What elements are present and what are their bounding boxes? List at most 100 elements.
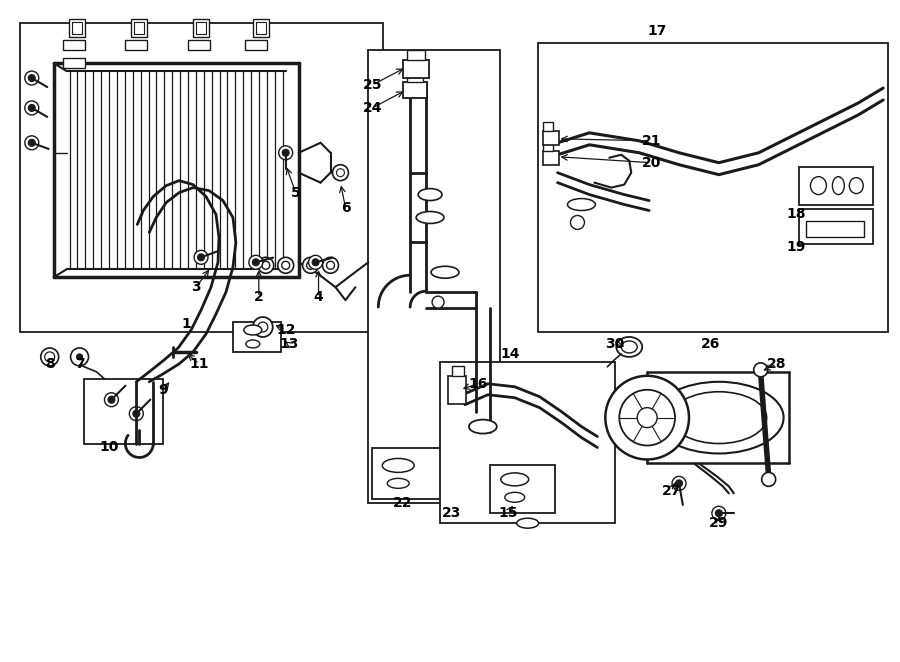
Text: 9: 9 bbox=[158, 383, 168, 397]
Circle shape bbox=[253, 317, 273, 337]
Bar bbox=[543, 151, 559, 165]
Text: 14: 14 bbox=[500, 347, 519, 361]
Circle shape bbox=[672, 477, 686, 491]
Ellipse shape bbox=[654, 382, 784, 453]
Text: 10: 10 bbox=[100, 440, 119, 453]
Bar bbox=[407, 72, 423, 82]
Bar bbox=[233, 322, 281, 352]
Ellipse shape bbox=[811, 177, 826, 195]
Bar bbox=[543, 142, 553, 151]
Text: 15: 15 bbox=[498, 506, 518, 520]
Bar bbox=[68, 19, 85, 37]
Circle shape bbox=[198, 254, 204, 261]
Bar bbox=[543, 131, 559, 145]
Bar bbox=[368, 50, 500, 503]
Text: 20: 20 bbox=[642, 156, 661, 169]
Circle shape bbox=[25, 136, 39, 150]
Ellipse shape bbox=[832, 177, 844, 195]
Circle shape bbox=[278, 258, 293, 273]
Ellipse shape bbox=[568, 199, 596, 211]
Text: 16: 16 bbox=[468, 377, 488, 391]
Circle shape bbox=[283, 149, 289, 156]
Circle shape bbox=[262, 261, 270, 269]
Bar bbox=[134, 23, 144, 34]
Circle shape bbox=[76, 354, 83, 360]
Ellipse shape bbox=[387, 479, 410, 489]
Circle shape bbox=[332, 165, 348, 181]
Text: 13: 13 bbox=[279, 337, 299, 351]
Bar bbox=[253, 19, 269, 37]
Bar bbox=[373, 448, 446, 499]
Bar bbox=[188, 40, 210, 50]
Text: 3: 3 bbox=[192, 280, 201, 294]
Text: 27: 27 bbox=[662, 485, 680, 498]
Circle shape bbox=[108, 397, 115, 403]
Text: 6: 6 bbox=[340, 201, 350, 214]
Text: 25: 25 bbox=[363, 78, 382, 92]
Text: 24: 24 bbox=[363, 101, 382, 115]
Circle shape bbox=[104, 393, 119, 406]
Text: 22: 22 bbox=[392, 496, 412, 510]
Ellipse shape bbox=[517, 518, 538, 528]
Circle shape bbox=[337, 169, 345, 177]
Bar bbox=[256, 23, 266, 34]
Bar bbox=[131, 19, 148, 37]
Text: 23: 23 bbox=[442, 506, 462, 520]
Bar bbox=[403, 82, 427, 98]
Bar bbox=[448, 376, 466, 404]
Text: 17: 17 bbox=[647, 24, 667, 38]
Circle shape bbox=[606, 376, 689, 459]
Bar bbox=[452, 366, 464, 376]
Bar bbox=[798, 167, 873, 205]
Circle shape bbox=[40, 348, 58, 366]
Circle shape bbox=[194, 250, 208, 264]
Circle shape bbox=[28, 75, 35, 81]
Text: 2: 2 bbox=[254, 290, 264, 304]
Text: 5: 5 bbox=[291, 185, 301, 199]
Text: 7: 7 bbox=[75, 357, 85, 371]
Circle shape bbox=[712, 506, 725, 520]
Circle shape bbox=[312, 259, 319, 265]
Ellipse shape bbox=[621, 341, 637, 353]
Text: 26: 26 bbox=[701, 337, 721, 351]
Circle shape bbox=[25, 101, 39, 115]
Circle shape bbox=[45, 352, 55, 362]
Ellipse shape bbox=[671, 392, 767, 444]
Bar bbox=[63, 58, 85, 68]
Circle shape bbox=[28, 105, 35, 111]
Ellipse shape bbox=[500, 473, 528, 486]
Ellipse shape bbox=[244, 325, 262, 335]
Circle shape bbox=[282, 261, 290, 269]
Text: 19: 19 bbox=[787, 240, 806, 254]
Ellipse shape bbox=[850, 177, 863, 193]
Ellipse shape bbox=[616, 337, 643, 357]
Circle shape bbox=[28, 139, 35, 146]
Ellipse shape bbox=[431, 266, 459, 278]
Text: 1: 1 bbox=[181, 317, 191, 331]
Ellipse shape bbox=[469, 420, 497, 434]
Circle shape bbox=[327, 261, 335, 269]
Bar bbox=[543, 122, 553, 131]
Text: 4: 4 bbox=[314, 290, 323, 304]
Text: 29: 29 bbox=[709, 516, 729, 530]
Bar bbox=[194, 19, 209, 37]
Circle shape bbox=[571, 216, 584, 230]
Bar bbox=[72, 23, 82, 34]
Circle shape bbox=[676, 480, 682, 487]
Circle shape bbox=[133, 410, 140, 417]
Circle shape bbox=[302, 258, 319, 273]
Ellipse shape bbox=[382, 459, 414, 473]
Bar bbox=[196, 23, 206, 34]
Circle shape bbox=[309, 256, 322, 269]
Circle shape bbox=[307, 261, 315, 269]
Circle shape bbox=[619, 390, 675, 446]
Bar bbox=[490, 465, 554, 513]
Bar bbox=[806, 222, 864, 238]
Ellipse shape bbox=[505, 493, 525, 502]
Ellipse shape bbox=[418, 189, 442, 201]
Circle shape bbox=[716, 510, 723, 517]
Bar bbox=[20, 23, 383, 332]
Circle shape bbox=[70, 348, 88, 366]
Bar bbox=[537, 43, 888, 332]
Ellipse shape bbox=[416, 211, 444, 224]
